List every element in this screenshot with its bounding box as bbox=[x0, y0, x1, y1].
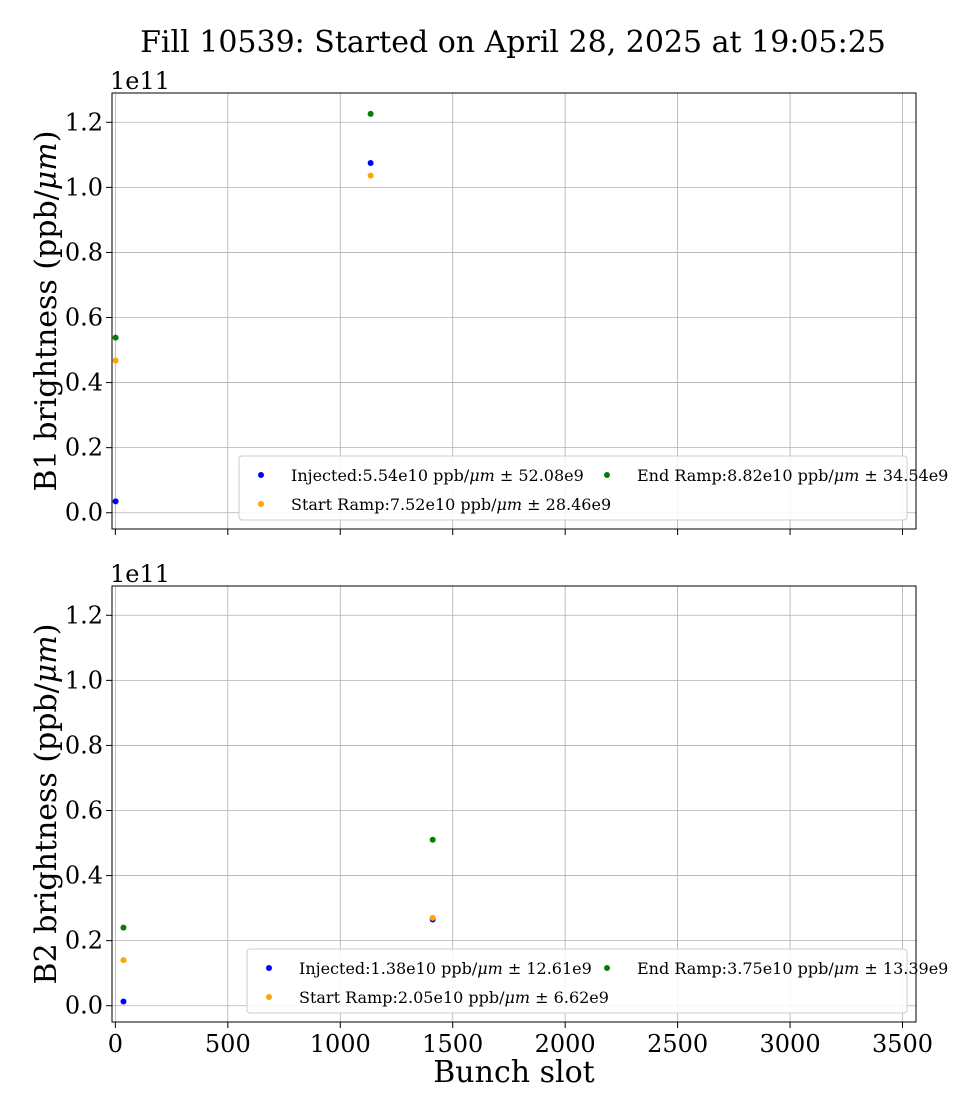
y-tick-label: 1.2 bbox=[65, 108, 103, 136]
y-tick-label: 0.2 bbox=[65, 927, 103, 955]
data-point-end-ramp bbox=[367, 110, 374, 117]
x-tick-label: 2500 bbox=[647, 1030, 708, 1058]
x-tick-label: 0 bbox=[108, 1030, 123, 1058]
legend-marker-start-ramp bbox=[266, 994, 272, 1000]
y-tick-label: 0.0 bbox=[65, 992, 103, 1020]
data-point-end-ramp bbox=[429, 836, 436, 843]
plot-frame bbox=[111, 92, 917, 530]
y-tick-label: 0.0 bbox=[65, 499, 103, 527]
x-tick-label: 1500 bbox=[422, 1030, 483, 1058]
data-point-end-ramp bbox=[112, 334, 119, 341]
data-point-end-ramp bbox=[120, 924, 127, 931]
legend-marker-injected bbox=[258, 472, 264, 478]
y-tick-label: 0.6 bbox=[65, 304, 103, 332]
axis-offset-label: 1e11 bbox=[110, 560, 170, 588]
data-point-start-ramp bbox=[120, 957, 127, 964]
legend-entry-end-ramp: End Ramp:8.82e10 ppb/μm ± 34.54e9 bbox=[637, 466, 948, 485]
data-point-start-ramp bbox=[112, 357, 119, 364]
panel-b2-brightness: 0 500 1000 1500 2000 2500 3000 3500 0.0 0.2 0.4 0.6… bbox=[29, 560, 948, 1090]
data-point-injected bbox=[367, 159, 374, 166]
legend-entry-injected: Injected:5.54e10 ppb/μm ± 52.08e9 bbox=[291, 466, 584, 485]
y-tick-label: 0.8 bbox=[65, 238, 103, 266]
legend-marker-start-ramp bbox=[258, 501, 264, 507]
x-axis-label: Bunch slot bbox=[433, 1055, 594, 1090]
legend-frame bbox=[238, 455, 908, 521]
axis-offset-label: 1e11 bbox=[110, 67, 170, 95]
x-tick-label: 3500 bbox=[872, 1030, 933, 1058]
y-tick-label: 1.2 bbox=[65, 601, 103, 629]
x-tick-label: 2000 bbox=[535, 1030, 596, 1058]
data-point-start-ramp bbox=[429, 914, 436, 921]
y-axis-label: B2 brightness (ppb/μm) bbox=[29, 624, 64, 985]
legend-entry-start-ramp: Start Ramp:7.52e10 ppb/μm ± 28.46e9 bbox=[291, 495, 611, 514]
data-point-injected bbox=[112, 498, 119, 505]
legend: Injected:1.38e10 ppb/μm ± 12.61e9 Start R… bbox=[246, 948, 948, 1014]
y-tick-label: 0.4 bbox=[65, 862, 103, 890]
y-tick-label: 0.4 bbox=[65, 369, 103, 397]
legend-frame bbox=[246, 948, 908, 1014]
legend-entry-start-ramp: Start Ramp:2.05e10 ppb/μm ± 6.62e9 bbox=[299, 988, 609, 1007]
legend-marker-end-ramp bbox=[604, 472, 610, 478]
legend-entry-end-ramp: End Ramp:3.75e10 ppb/μm ± 13.39e9 bbox=[637, 959, 948, 978]
y-tick-label: 0.8 bbox=[65, 731, 103, 759]
data-point-start-ramp bbox=[367, 172, 374, 179]
y-tick-label: 0.6 bbox=[65, 797, 103, 825]
plot-frame bbox=[111, 585, 917, 1023]
legend-entry-injected: Injected:1.38e10 ppb/μm ± 12.61e9 bbox=[299, 959, 592, 978]
y-axis-label: B1 brightness (ppb/μm) bbox=[29, 131, 64, 492]
legend: Injected:5.54e10 ppb/μm ± 52.08e9 Start R… bbox=[238, 455, 948, 521]
x-tick-label: 3000 bbox=[760, 1030, 821, 1058]
figure-title: Fill 10539: Started on April 28, 2025 at… bbox=[140, 25, 886, 60]
y-tick-label: 0.2 bbox=[65, 434, 103, 462]
legend-marker-injected bbox=[266, 965, 272, 971]
legend-marker-end-ramp bbox=[604, 965, 610, 971]
x-tick-label: 500 bbox=[205, 1030, 251, 1058]
y-tick-label: 1.0 bbox=[65, 666, 103, 694]
x-tick-label: 1000 bbox=[310, 1030, 371, 1058]
data-point-injected bbox=[120, 998, 127, 1005]
y-tick-label: 1.0 bbox=[65, 173, 103, 201]
